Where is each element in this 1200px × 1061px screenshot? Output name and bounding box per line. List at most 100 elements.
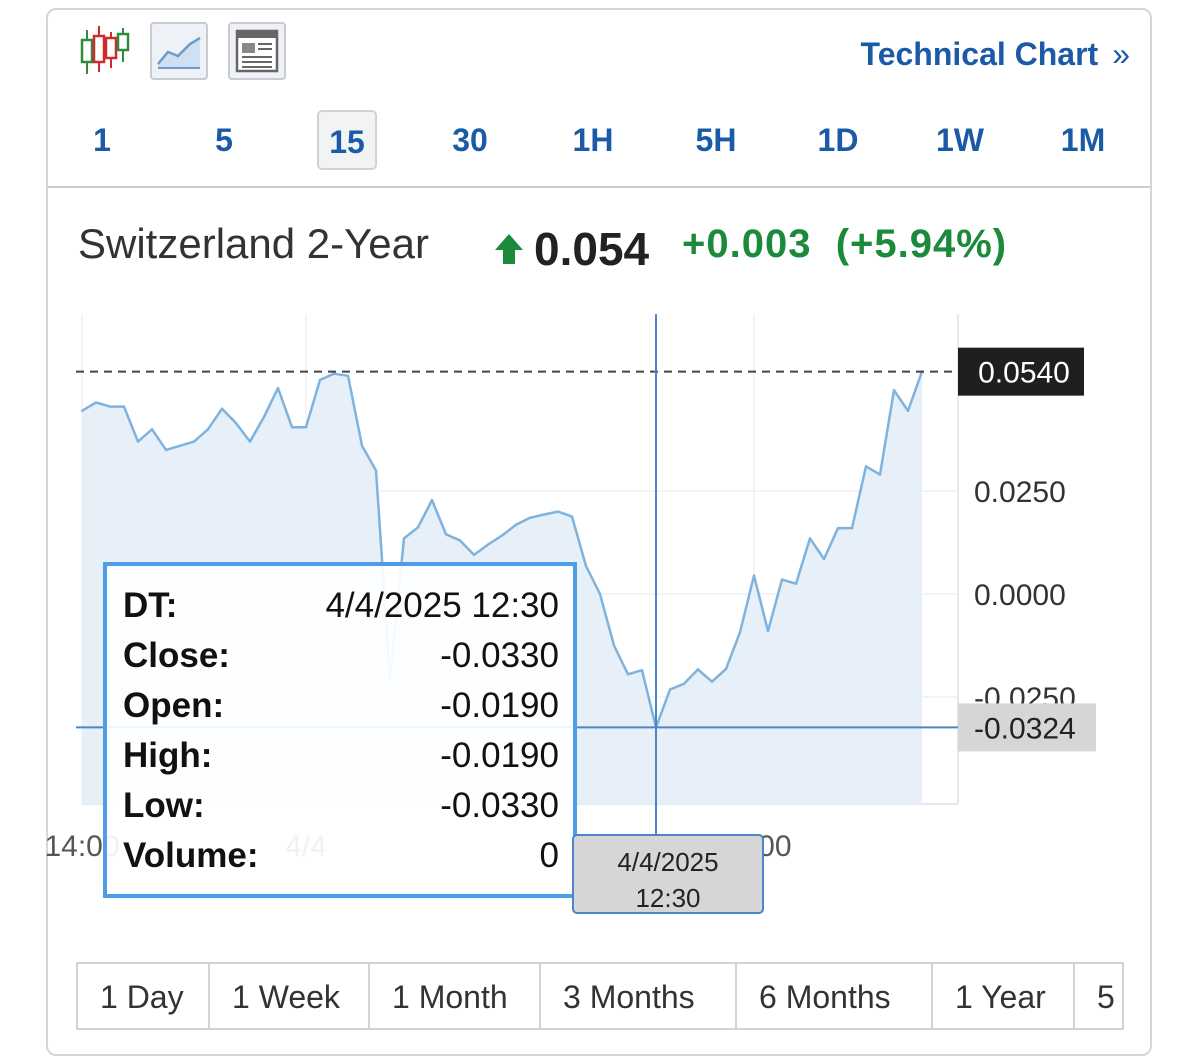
- interval-5h[interactable]: 5H: [695, 122, 737, 158]
- tooltip-row-open: Open: -0.0190: [123, 686, 559, 736]
- data-point: [640, 668, 644, 672]
- data-point: [752, 574, 756, 577]
- crosshair-date: 4/4/2025: [617, 847, 719, 877]
- data-point: [234, 421, 238, 425]
- data-point: [556, 510, 560, 513]
- data-point: [500, 534, 504, 537]
- crosshair-y-label: -0.0324: [974, 712, 1076, 745]
- data-point: [906, 409, 910, 412]
- interval-15[interactable]: 15: [317, 110, 377, 170]
- interval-1d[interactable]: 1D: [817, 122, 859, 158]
- data-point: [80, 409, 84, 412]
- data-point: [262, 415, 266, 419]
- data-point: [206, 428, 210, 431]
- range-1-day[interactable]: 1 Day: [78, 964, 210, 1028]
- instrument-name: Switzerland 2-Year: [78, 220, 429, 267]
- chevron-right-icon: »: [1112, 36, 1130, 72]
- data-point: [864, 465, 868, 468]
- data-point: [346, 374, 350, 377]
- price-change: +0.003 (+5.94%): [682, 222, 1007, 267]
- range-1-month[interactable]: 1 Month: [370, 964, 541, 1028]
- candlestick-icon[interactable]: [76, 22, 134, 80]
- tooltip-label: Low:: [123, 786, 205, 825]
- tooltip-value: 4/4/2025 12:30: [325, 586, 559, 625]
- change-value: +0.003: [682, 222, 812, 266]
- technical-chart-label: Technical Chart: [860, 36, 1099, 72]
- crosshair-y-tag: [958, 703, 1096, 752]
- data-point: [626, 673, 630, 676]
- data-point: [290, 426, 294, 429]
- interval-5[interactable]: 5: [215, 122, 233, 158]
- data-point: [150, 428, 154, 431]
- data-point: [402, 537, 406, 540]
- range-selector: 1 Day 1 Week 1 Month 3 Months 6 Months 1…: [76, 962, 1124, 1030]
- tooltip-label: Close:: [123, 636, 230, 675]
- data-point: [374, 469, 378, 472]
- tooltip-value: -0.0190: [440, 686, 559, 725]
- data-point: [332, 372, 336, 375]
- data-point: [836, 526, 840, 530]
- data-point: [612, 644, 616, 647]
- crosshair-date-label: 4/4/2025 12:30: [572, 834, 764, 914]
- area-chart-icon[interactable]: [150, 22, 208, 80]
- data-point: [822, 557, 826, 561]
- data-point: [766, 629, 770, 633]
- last-price-label: 0.0540: [978, 357, 1070, 390]
- chart-toolbar: Technical Chart » 1 5 15 30 1H 5H 1D 1W 1…: [48, 10, 1150, 188]
- tooltip-label: High:: [123, 736, 213, 775]
- tooltip-value: -0.0330: [440, 786, 559, 825]
- last-price: 0.054: [534, 223, 650, 275]
- data-point: [528, 516, 532, 520]
- data-point: [248, 440, 252, 443]
- interval-1h[interactable]: 1H: [572, 122, 614, 158]
- data-point: [360, 444, 364, 447]
- interval-selector: 1 5 15 30 1H 5H 1D 1W 1M: [48, 110, 1150, 174]
- range-1-week[interactable]: 1 Week: [210, 964, 370, 1028]
- data-point: [696, 668, 700, 671]
- range-5-years[interactable]: 5: [1097, 979, 1115, 1015]
- data-point: [794, 582, 798, 585]
- tooltip-label: Volume:: [123, 836, 259, 875]
- tooltip-row-low: Low: -0.0330: [123, 786, 559, 836]
- tooltip-value: -0.0330: [440, 636, 559, 675]
- range-6-months[interactable]: 6 Months: [737, 964, 933, 1028]
- data-point: [108, 405, 112, 408]
- y-tick-label: 0.0250: [974, 476, 1066, 509]
- data-point: [178, 444, 182, 447]
- data-point: [276, 386, 280, 390]
- data-point: [416, 526, 420, 529]
- overview-icon[interactable]: [228, 22, 286, 80]
- data-point: [444, 533, 448, 536]
- interval-1w[interactable]: 1W: [936, 122, 984, 158]
- range-3-months[interactable]: 3 Months: [541, 964, 737, 1028]
- last-price-tag: [958, 347, 1084, 396]
- technical-chart-link[interactable]: Technical Chart »: [861, 36, 1130, 73]
- interval-1[interactable]: 1: [93, 122, 111, 158]
- data-point: [808, 537, 812, 540]
- data-point: [304, 426, 308, 429]
- data-point: [850, 526, 854, 530]
- y-tick-label: 0.0000: [974, 579, 1066, 612]
- data-point: [710, 680, 714, 683]
- data-point: [570, 515, 574, 518]
- tooltip-value: 0: [539, 836, 559, 875]
- data-point: [122, 405, 126, 408]
- tooltip-label: Open:: [123, 686, 225, 725]
- interval-30[interactable]: 30: [452, 122, 488, 158]
- data-point: [472, 553, 476, 557]
- range-1-year[interactable]: 1 Year: [933, 964, 1075, 1028]
- tooltip-row-close: Close: -0.0330: [123, 636, 559, 686]
- data-point: [598, 592, 602, 596]
- ohlc-tooltip: DT: 4/4/2025 12:30 Close: -0.0330 Open: -0.…: [103, 562, 577, 898]
- data-point: [780, 578, 784, 581]
- data-point: [220, 407, 224, 410]
- data-point: [682, 682, 686, 685]
- interval-1m[interactable]: 1M: [1060, 122, 1106, 158]
- data-point: [94, 401, 98, 404]
- tooltip-row-volume: Volume: 0: [123, 836, 559, 886]
- data-point: [724, 667, 728, 671]
- data-point: [136, 440, 140, 443]
- tooltip-row-dt: DT: 4/4/2025 12:30: [123, 586, 559, 636]
- data-point: [878, 473, 882, 476]
- data-point: [514, 523, 518, 527]
